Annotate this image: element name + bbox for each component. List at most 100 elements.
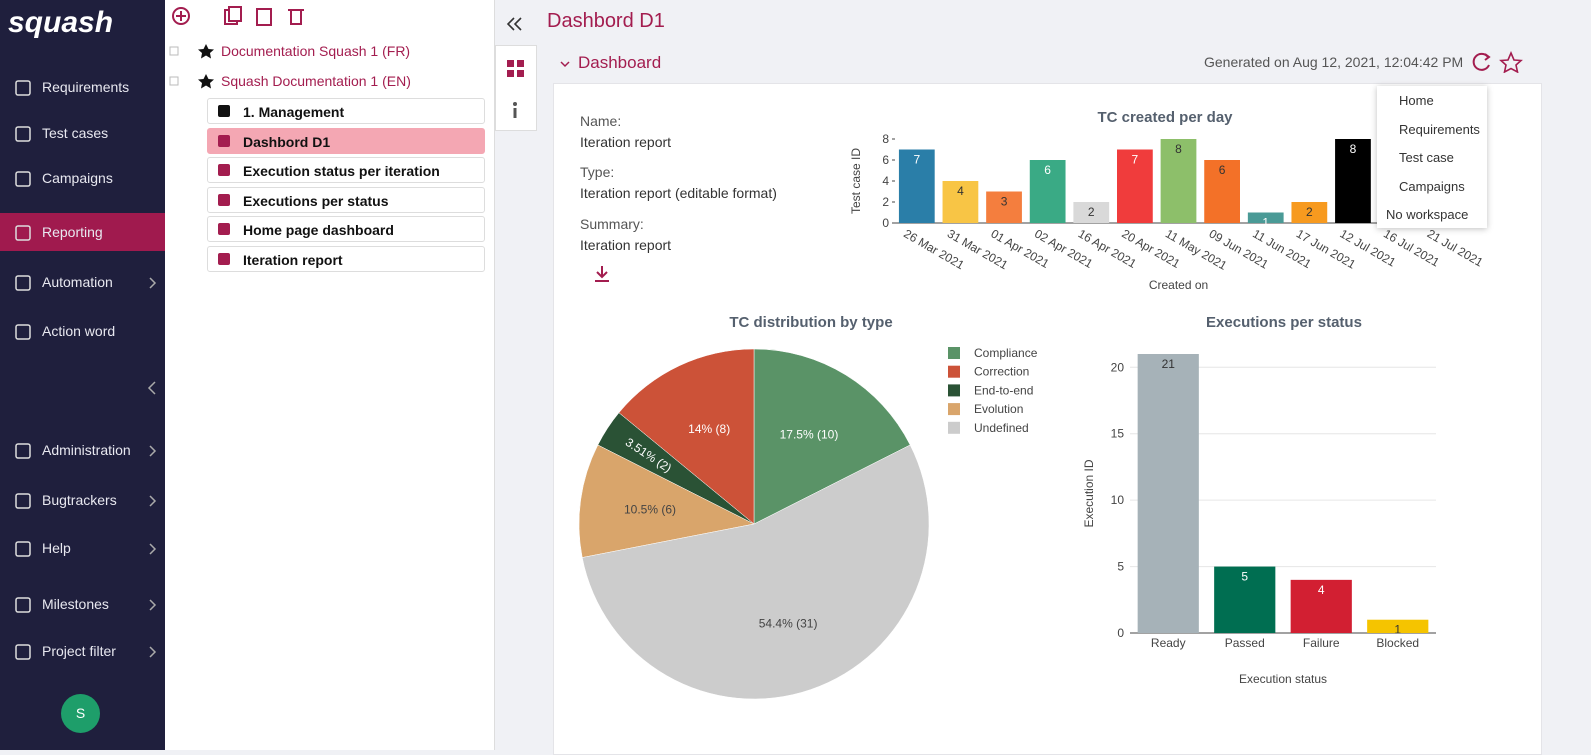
avatar[interactable]: S [61,694,100,733]
logo[interactable]: squash [8,6,114,39]
bar [1204,160,1240,223]
data-label: 6 [1044,163,1051,177]
nav-item[interactable]: Campaigns [0,159,165,197]
nav-item[interactable]: Project filter [0,632,165,670]
info-value: Iteration report [580,134,672,150]
bar [1335,139,1371,223]
nav-icon [15,644,31,660]
y-tick-label: 8 [882,132,889,146]
data-label: 7 [913,153,920,167]
menu-item[interactable]: Home [1399,93,1434,108]
view-tabs [495,45,537,131]
y-tick-label: 0 [1117,626,1124,640]
toolbar [172,6,304,26]
bar [1290,579,1352,633]
nav-item[interactable]: Requirements [0,68,165,106]
tree-item[interactable]: Home page dashboard [207,216,485,242]
y-tick-label: 20 [1111,360,1125,374]
menu-item[interactable]: No workspace [1386,207,1469,223]
nav-label: Help [42,540,71,556]
pie-slice [578,444,755,558]
bar [898,149,935,223]
chevron [149,445,157,457]
chevron[interactable] [559,58,571,70]
data-label: 8 [1350,142,1357,156]
data-label: 4 [957,184,964,198]
nav-label: Campaigns [42,170,113,186]
nav-item[interactable]: Action word [0,312,165,350]
chevron [149,543,157,555]
tab-icons[interactable] [496,46,536,130]
bar [1214,566,1276,633]
y-tick-label: 2 [882,195,889,209]
tree-item[interactable]: Execution status per iteration [207,157,485,183]
pie-slice [581,444,930,700]
legend-swatch [948,365,960,378]
legend-label: Evolution [974,402,1023,416]
menu-item[interactable]: Requirements [1399,121,1480,137]
bar [1291,202,1328,223]
nav-icon [15,597,31,613]
info-label: Summary: [580,216,644,232]
chevron [149,599,157,611]
legend-label: Correction [974,365,1029,379]
tree-project[interactable]: Squash Documentation 1 (EN) [221,73,411,89]
bar [1137,354,1199,633]
legend-label: End-to-end [974,383,1033,397]
menu-item[interactable]: Test case [1399,150,1454,166]
tree-item[interactable]: Dashbord D1 [207,128,485,154]
menu-item[interactable]: Campaigns [1399,178,1465,194]
nav-icon [15,443,31,459]
generated-date: Generated on Aug 12, 2021, 12:04:42 PM [1204,54,1464,70]
tree-item[interactable]: Executions per status [207,187,485,213]
collapse-icon[interactable] [145,380,159,396]
nav-item[interactable]: Help [0,529,165,567]
data-label: 54.4% (31) [759,616,818,630]
tree-icons[interactable] [169,43,215,59]
y-axis-label: Test case ID [849,148,863,214]
collapse-tree[interactable] [505,14,525,34]
nav-item[interactable]: Automation [0,263,165,301]
chart-title: Executions per status [1206,314,1362,331]
sidebar: squash Requirements Test cases Campaigns Re… [0,0,165,750]
section-title[interactable]: Dashboard [578,53,662,72]
nav-label: Test cases [42,125,109,141]
nav-label: Reporting [42,224,103,240]
tree-item[interactable]: 1. Management [207,98,485,124]
nav-item[interactable]: Milestones [0,585,165,623]
y-tick-label: 10 [1111,493,1125,507]
bar [1073,202,1110,223]
data-label: 2 [1088,205,1095,219]
nav-item[interactable]: Test cases [0,114,165,152]
tree-icons[interactable] [169,73,215,89]
data-label: 10.5% (6) [624,503,676,517]
chart-title: TC distribution by type [729,314,892,331]
bar [942,181,979,223]
info-label: Name: [580,113,622,129]
nav-label: Milestones [42,596,109,612]
download-icon[interactable] [592,264,612,284]
data-label: 4 [1318,583,1325,597]
legend-swatch [948,347,960,359]
tree-item[interactable]: Iteration report [207,246,485,272]
legend-swatch [948,384,960,397]
nav-item[interactable]: Administration [0,431,165,469]
legend-swatch [948,421,960,434]
data-label: 14% (8) [688,422,730,436]
tree-item-icon [218,105,230,117]
data-label: 7 [1132,153,1139,167]
page-title: Dashbord D1 [547,10,665,32]
data-label: 21 [1162,357,1176,371]
nav-item[interactable]: Bugtrackers [0,481,165,519]
actions[interactable] [1470,51,1526,73]
info-label: Type: [580,164,615,180]
y-tick-label: 5 [1117,560,1124,574]
nav-icon [15,541,31,557]
nav-item[interactable]: Reporting [0,213,165,251]
tree-project[interactable]: Documentation Squash 1 (FR) [221,43,411,59]
chart-title: TC created per day [1097,109,1233,126]
tree-item-icon [218,194,230,206]
tree-item-icon [218,253,230,265]
bar [986,191,1022,223]
